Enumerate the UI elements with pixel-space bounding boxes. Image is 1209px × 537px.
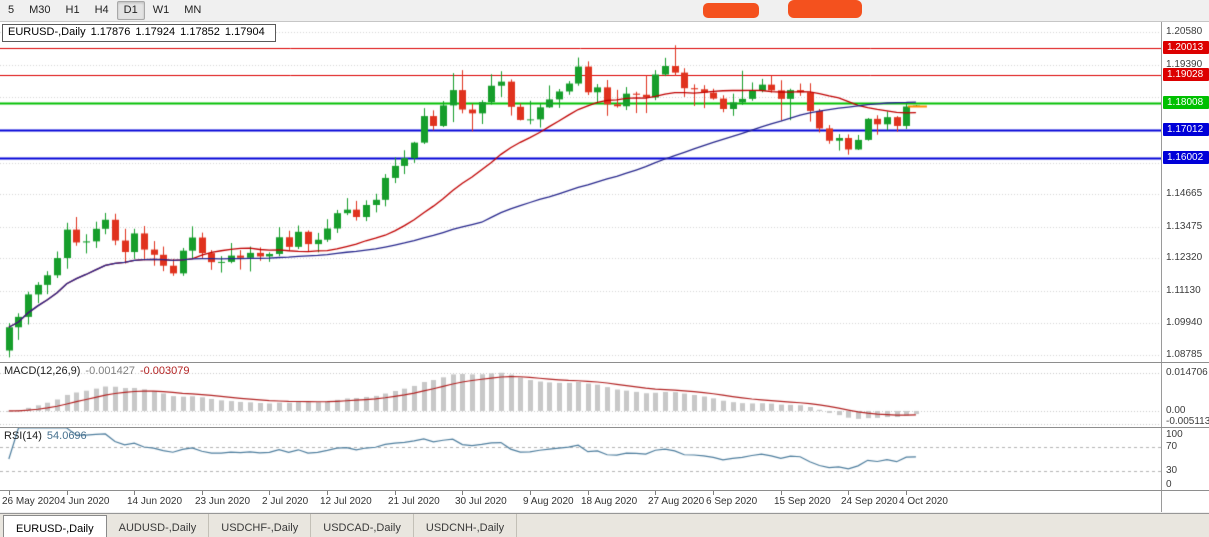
- ohlc-low: 1.17852: [180, 26, 220, 38]
- price-axis-tick: 1.20580: [1166, 26, 1203, 38]
- chart-tab-USDCNH[interactable]: USDCNH-,Daily: [414, 514, 518, 537]
- chart-tab-EURUSD[interactable]: EURUSD-,Daily: [3, 515, 107, 537]
- date-axis-label: 21 Jul 2020: [388, 496, 440, 507]
- rsi-axis-tick: 0: [1166, 479, 1172, 490]
- timeframe-buttons: 5 M30 H1 H4 D1 W1 MN: [1, 1, 209, 20]
- ohlc-high: 1.17924: [135, 26, 176, 38]
- price-axis-tick: 1.11130: [1166, 284, 1201, 296]
- rsi-value: 54.0696: [46, 430, 87, 442]
- date-axis-label: 24 Sep 2020: [841, 496, 898, 507]
- date-axis-label: 18 Aug 2020: [581, 496, 638, 507]
- brand-logo-fragment-2: [788, 0, 862, 18]
- date-axis-label: 14 Jun 2020: [127, 496, 183, 507]
- pane-separator[interactable]: [0, 362, 1209, 363]
- main-price-axis: 1.20580 1.19390 1.14665 1.13475 1.12320 1.111…: [1161, 22, 1209, 362]
- timeframe-button-W1[interactable]: W1: [146, 1, 177, 20]
- date-tick: [9, 491, 10, 495]
- timeframe-button-M30[interactable]: M30: [22, 1, 57, 20]
- price-axis-tick: 1.08785: [1166, 349, 1203, 361]
- date-axis-label: 30 Jul 2020: [455, 496, 507, 507]
- price-axis-tick: 1.14665: [1166, 188, 1203, 200]
- date-axis-label: 23 Jun 2020: [195, 496, 251, 507]
- date-axis-label: 2 Jul 2020: [262, 496, 309, 507]
- macd-name: MACD(12,26,9): [4, 365, 81, 377]
- date-tick: [327, 491, 328, 495]
- price-level-badge-1.16002[interactable]: 1.16002: [1163, 150, 1209, 164]
- macd-signal-value: -0.003079: [139, 365, 190, 377]
- ohlc-close: 1.17904: [224, 26, 265, 38]
- date-axis-corner: [1161, 491, 1209, 512]
- brand-logo-fragment-1: [703, 3, 759, 18]
- date-axis-label: 12 Jul 2020: [320, 496, 372, 507]
- macd-label: MACD(12,26,9) -0.001427 -0.003079: [4, 365, 195, 377]
- date-tick: [588, 491, 589, 495]
- rsi-axis-tick: 30: [1166, 465, 1178, 477]
- price-axis-tick: 1.12320: [1166, 252, 1203, 264]
- macd-canvas[interactable]: [0, 363, 1161, 427]
- timeframe-toolbar: 5 M30 H1 H4 D1 W1 MN: [0, 0, 1209, 22]
- timeframe-button-H4[interactable]: H4: [88, 1, 116, 20]
- date-axis-label: 15 Sep 2020: [774, 496, 831, 507]
- macd-pane: MACD(12,26,9) -0.001427 -0.003079 0.014706…: [0, 363, 1209, 427]
- pane-separator[interactable]: [0, 490, 1209, 491]
- date-tick: [67, 491, 68, 495]
- timeframe-button-MN[interactable]: MN: [177, 1, 208, 20]
- date-axis-label: 26 May 2020: [2, 496, 60, 507]
- pane-separator[interactable]: [0, 427, 1209, 428]
- macd-axis: 0.014706 0.00 -0.005113: [1161, 363, 1209, 427]
- macd-main-value: -0.001427: [85, 365, 135, 377]
- date-axis-label: 27 Aug 2020: [648, 496, 705, 507]
- chart-tab-USDCHF[interactable]: USDCHF-,Daily: [209, 514, 312, 537]
- price-chart-pane: EURUSD-,Daily 1.17876 1.17924 1.17852 1.1790…: [0, 22, 1209, 362]
- chart-tabs: EURUSD-,Daily AUDUSD-,Daily USDCHF-,Daily U…: [0, 513, 1209, 537]
- price-chart-canvas[interactable]: [0, 22, 1161, 362]
- date-tick: [462, 491, 463, 495]
- timeframe-button-5[interactable]: 5: [1, 1, 21, 20]
- rsi-label: RSI(14) 54.0696: [4, 430, 92, 442]
- chart-ohlc-title: EURUSD-,Daily 1.17876 1.17924 1.17852 1.1790…: [2, 24, 276, 42]
- timeframe-button-H1[interactable]: H1: [59, 1, 87, 20]
- price-axis-tick: 1.19390: [1166, 58, 1203, 70]
- price-level-badge-1.17012[interactable]: 1.17012: [1163, 122, 1209, 136]
- date-axis: 26 May 2020 4 Jun 2020 14 Jun 2020 23 Jun 2…: [0, 491, 1209, 512]
- date-tick: [134, 491, 135, 495]
- date-axis-label: 6 Sep 2020: [706, 496, 758, 507]
- date-axis-label: 4 Jun 2020: [60, 496, 110, 507]
- rsi-pane: RSI(14) 54.0696 100 70 30 0: [0, 428, 1209, 490]
- price-level-badge-1.20013[interactable]: 1.20013: [1163, 40, 1209, 54]
- price-axis-tick: 1.09940: [1166, 317, 1203, 329]
- date-tick: [655, 491, 656, 495]
- date-tick: [395, 491, 396, 495]
- date-axis-label: 9 Aug 2020: [523, 496, 574, 507]
- date-tick: [530, 491, 531, 495]
- date-tick: [713, 491, 714, 495]
- chart-tab-AUDUSD[interactable]: AUDUSD-,Daily: [107, 514, 210, 537]
- price-level-badge-1.19028[interactable]: 1.19028: [1163, 67, 1209, 81]
- date-tick: [906, 491, 907, 495]
- chart-tab-USDCAD[interactable]: USDCAD-,Daily: [311, 514, 414, 537]
- date-tick: [781, 491, 782, 495]
- rsi-axis-tick: 70: [1166, 440, 1178, 452]
- rsi-axis: 100 70 30 0: [1161, 428, 1209, 490]
- price-level-badge-1.18008[interactable]: 1.18008: [1163, 95, 1209, 109]
- rsi-canvas[interactable]: [0, 428, 1161, 490]
- chart-symbol-label: EURUSD-,Daily: [8, 26, 86, 38]
- date-axis-label: 4 Oct 2020: [899, 496, 948, 507]
- rsi-name: RSI(14): [4, 430, 42, 442]
- date-tick: [848, 491, 849, 495]
- macd-axis-tick: 0.014706: [1166, 366, 1208, 378]
- macd-axis-tick: -0.005113: [1166, 416, 1209, 427]
- macd-axis-tick: 0.00: [1166, 404, 1186, 416]
- date-tick: [269, 491, 270, 495]
- rsi-axis-tick: 100: [1166, 429, 1183, 440]
- price-axis-tick: 1.13475: [1166, 220, 1203, 232]
- ohlc-open: 1.17876: [90, 26, 131, 38]
- timeframe-button-D1[interactable]: D1: [116, 1, 145, 20]
- date-tick: [202, 491, 203, 495]
